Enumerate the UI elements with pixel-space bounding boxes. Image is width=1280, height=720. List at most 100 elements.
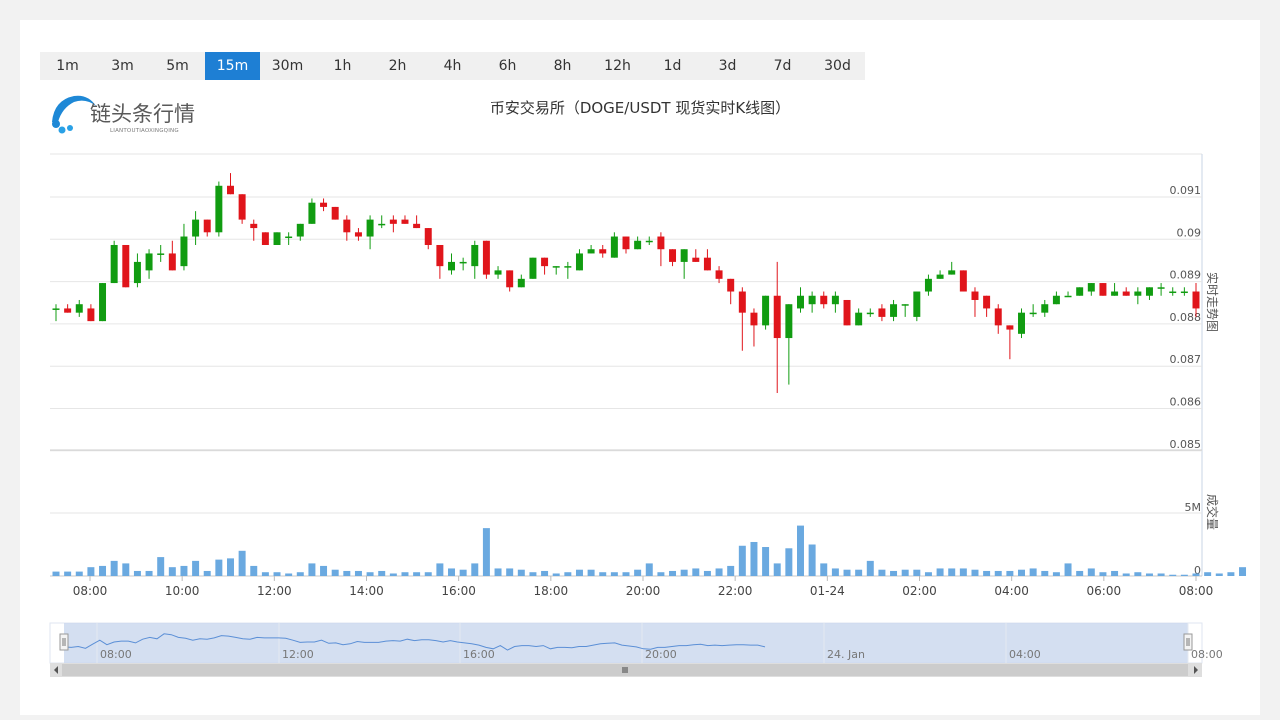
volume-bar [797, 525, 804, 576]
candle-body [180, 236, 188, 267]
candle-body [308, 202, 316, 224]
tab-3m[interactable]: 3m [111, 58, 134, 74]
volume-bar [622, 572, 630, 576]
candle-body [1087, 283, 1095, 292]
tab-12h[interactable]: 12h [604, 58, 631, 74]
candle-body [1041, 304, 1049, 313]
navigator-handle-right[interactable] [1183, 633, 1193, 651]
candle-body [680, 249, 688, 262]
volume-bar [343, 570, 351, 576]
volume-bar [971, 569, 979, 576]
logo-mark [52, 95, 96, 134]
volume-bar [378, 570, 386, 576]
tab-1d[interactable]: 1d [663, 58, 682, 74]
volume-bar [52, 571, 60, 576]
candle-body [506, 270, 514, 288]
candle-body [924, 278, 932, 292]
candle-body [552, 266, 560, 268]
candle-body [1157, 287, 1165, 289]
volume-bar [1029, 568, 1037, 576]
candle-body [808, 295, 816, 305]
price-tick-label: 0.085 [1170, 438, 1202, 451]
candle-body [866, 312, 874, 315]
volume-bar [878, 569, 886, 576]
volume-bar [1099, 572, 1107, 576]
volume-bar [541, 570, 549, 576]
candle-body [971, 291, 979, 300]
tab-5m[interactable]: 5m [166, 58, 189, 74]
volume-bar [1157, 573, 1165, 576]
candle-body [99, 283, 107, 322]
tab-30m[interactable]: 30m [271, 58, 304, 74]
tab-30d[interactable]: 30d [824, 58, 851, 74]
tab-1m[interactable]: 1m [56, 58, 79, 74]
kline-chart[interactable]: 0.091 0.09 0.089 0.088 0.087 0.086 0.085 实时走势图成… [20, 20, 1260, 710]
candle-body [389, 219, 397, 224]
volume-bar [413, 572, 421, 576]
volume-bar [773, 563, 781, 576]
volume-bar [517, 569, 525, 576]
time-tick-label: 10:00 [165, 584, 200, 598]
logo-text: 链头条行情 [90, 102, 195, 126]
tab-8h[interactable]: 8h [553, 58, 572, 74]
candle-body [1145, 287, 1153, 296]
navigator-label: 04:00 [1009, 648, 1041, 661]
volume-bar [1145, 573, 1153, 576]
candle-body [692, 257, 700, 262]
candle-body [669, 249, 677, 262]
time-tick-label: 01-24 [810, 584, 845, 598]
tab-1h[interactable]: 1h [333, 58, 352, 74]
volume-bar [994, 570, 1002, 576]
volume-bar [820, 563, 828, 576]
volume-bar [890, 570, 898, 576]
candle-body [831, 295, 839, 305]
tab-6h[interactable]: 6h [498, 58, 517, 74]
volume-bar [215, 559, 223, 576]
volume-bar [529, 572, 537, 576]
tab-2h[interactable]: 2h [388, 58, 407, 74]
volume-bar [727, 565, 735, 576]
volume-bar [238, 550, 246, 576]
candle-body [168, 253, 176, 271]
volume-bar [401, 572, 409, 576]
candle-body [634, 240, 642, 250]
volume-bar [913, 569, 921, 576]
price-tick-label: 0.089 [1170, 269, 1202, 282]
price-tick-label: 0.088 [1170, 311, 1202, 324]
navigator-handle-left[interactable] [59, 633, 69, 651]
candle-body [52, 308, 60, 310]
volume-bar [936, 568, 944, 576]
volume-bar [703, 570, 711, 576]
volume-bar [1192, 573, 1200, 576]
candle-body [145, 253, 153, 271]
candle-body [541, 257, 549, 267]
candle-body [459, 261, 467, 264]
volume-bar [308, 563, 316, 576]
navigator-trend-line [63, 633, 766, 651]
candle-body [762, 295, 770, 326]
volume-bar [762, 547, 770, 576]
volume-bar [389, 573, 397, 576]
tab-7d[interactable]: 7d [773, 58, 792, 74]
candle-body [738, 291, 746, 313]
scroll-left-arrow-icon[interactable] [54, 666, 58, 674]
candle-body [192, 219, 200, 237]
candle-body [320, 202, 328, 207]
volume-bar [1052, 572, 1060, 576]
candle-body [157, 253, 165, 255]
volume-bar [1076, 570, 1084, 576]
tab-3d[interactable]: 3d [718, 58, 737, 74]
volume-bar [296, 572, 304, 576]
navigator[interactable]: 08:00 12:00 16:00 20:00 24. Jan 04:00 08:00 [49, 622, 1223, 677]
candle-body [482, 240, 490, 275]
volume-bar [203, 570, 211, 576]
volume-bar [692, 568, 700, 576]
candle-body [227, 185, 234, 195]
scroll-right-arrow-icon[interactable] [1194, 666, 1198, 674]
candle-body [1076, 287, 1084, 296]
volume-bar [855, 569, 863, 576]
tab-4h[interactable]: 4h [443, 58, 462, 74]
tab-15m[interactable]: 15m [205, 52, 260, 80]
candle-body [1111, 291, 1119, 296]
volume-bar [1239, 567, 1247, 576]
